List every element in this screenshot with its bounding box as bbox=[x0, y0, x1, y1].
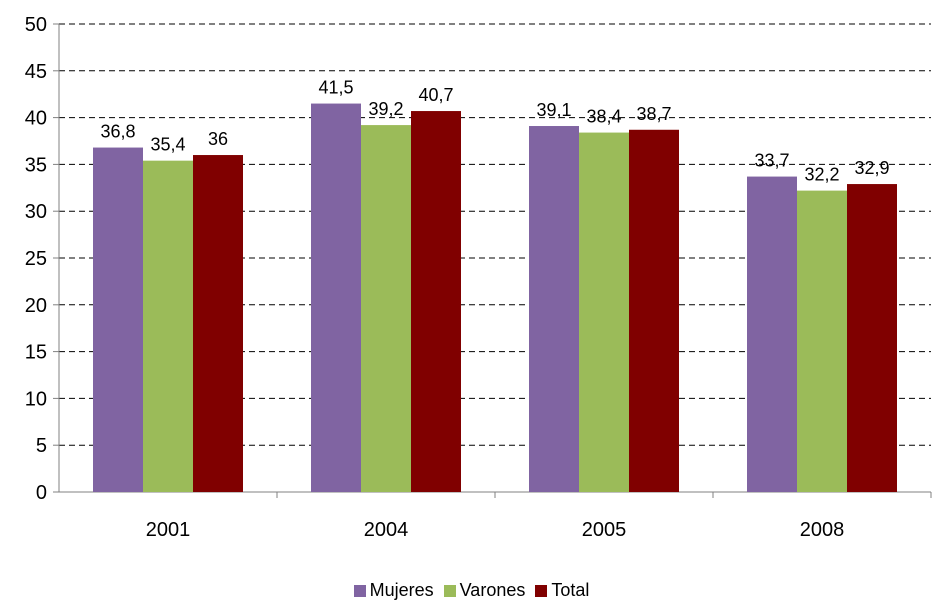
legend-item-total: Total bbox=[535, 580, 589, 601]
data-label: 33,7 bbox=[754, 151, 789, 171]
legend: Mujeres Varones Total bbox=[0, 580, 943, 601]
data-label: 35,4 bbox=[150, 135, 185, 155]
data-label: 41,5 bbox=[318, 78, 353, 98]
bar-mujeres-2008 bbox=[747, 176, 797, 492]
legend-item-varones: Varones bbox=[443, 580, 526, 601]
data-label: 32,2 bbox=[804, 165, 839, 185]
data-label: 39,1 bbox=[536, 100, 571, 120]
legend-label-total: Total bbox=[551, 580, 590, 600]
x-tick-label: 2001 bbox=[146, 519, 191, 541]
y-tick-label: 15 bbox=[25, 342, 47, 364]
y-tick-label: 10 bbox=[25, 388, 47, 410]
bar-total-2005 bbox=[629, 129, 679, 492]
y-tick-label: 40 bbox=[25, 108, 47, 130]
bars bbox=[93, 103, 897, 493]
bar-total-2004 bbox=[411, 111, 461, 492]
data-label: 40,7 bbox=[418, 85, 453, 105]
x-tick-label: 2005 bbox=[582, 519, 627, 541]
y-tick-label: 35 bbox=[25, 154, 47, 176]
data-label: 36,8 bbox=[100, 122, 135, 142]
legend-swatch-varones bbox=[443, 584, 456, 597]
bar-varones-2004 bbox=[361, 125, 411, 492]
bar-total-2001 bbox=[193, 155, 243, 493]
data-label: 36 bbox=[208, 129, 228, 149]
legend-swatch-mujeres bbox=[353, 584, 366, 597]
bar-mujeres-2005 bbox=[529, 126, 579, 493]
bar-mujeres-2001 bbox=[93, 147, 143, 492]
bar-varones-2001 bbox=[143, 160, 193, 492]
x-tick-label: 2004 bbox=[364, 519, 409, 541]
data-label: 32,9 bbox=[854, 158, 889, 178]
legend-swatch-total bbox=[535, 584, 548, 597]
bar-varones-2008 bbox=[797, 190, 847, 492]
x-tick-label: 2008 bbox=[800, 519, 845, 541]
y-tick-label: 50 bbox=[25, 14, 47, 36]
data-label: 38,7 bbox=[636, 104, 671, 124]
data-label: 39,2 bbox=[368, 99, 403, 119]
legend-label-mujeres: Mujeres bbox=[369, 580, 434, 600]
tick-labels: 0 5 10 15 20 25 30 35 40 45 50 2001 2004 2005 2008 bbox=[25, 14, 845, 541]
y-tick-label: 20 bbox=[25, 295, 47, 317]
bar-total-2008 bbox=[847, 184, 897, 492]
y-tick-label: 5 bbox=[36, 435, 47, 457]
y-tick-label: 30 bbox=[25, 201, 47, 223]
data-labels: 36,8 35,4 36 41,5 39,2 40,7 39,1 38,4 38,7 33,7 32… bbox=[100, 78, 889, 185]
data-label: 38,4 bbox=[586, 107, 621, 127]
y-tick-label: 45 bbox=[25, 61, 47, 83]
legend-label-varones: Varones bbox=[459, 580, 526, 600]
bar-mujeres-2004 bbox=[311, 103, 361, 492]
y-tick-label: 0 bbox=[36, 482, 47, 504]
y-tick-label: 25 bbox=[25, 248, 47, 270]
bar-varones-2005 bbox=[579, 132, 629, 493]
legend-item-mujeres: Mujeres bbox=[353, 580, 434, 601]
